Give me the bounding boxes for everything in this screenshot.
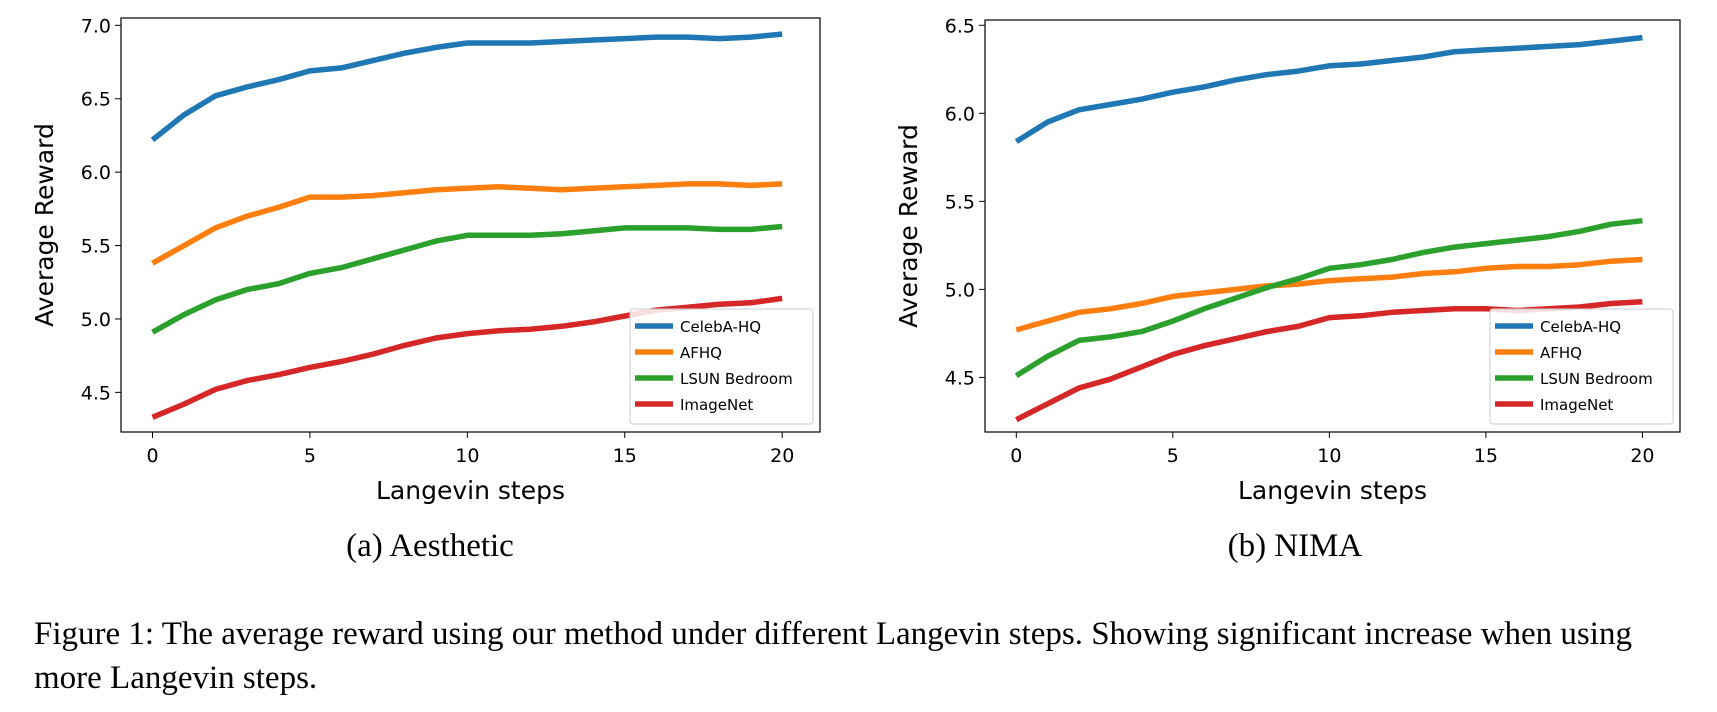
y-tick-label: 5.5 [945, 191, 975, 213]
legend-box [1489, 308, 1674, 425]
series-line-lsun-bedroom [151, 223, 783, 335]
subcaption-a: (a) Aesthetic [346, 528, 514, 564]
x-tick-label: 15 [613, 445, 637, 467]
x-tick-label: 10 [1317, 445, 1341, 467]
subcaption-b: (b) NIMA [1227, 528, 1363, 564]
legend-label: CelebA-HQ [1540, 318, 1621, 336]
y-tick-label: 5.0 [945, 279, 975, 301]
y-tick-label: 5.5 [81, 236, 111, 258]
x-axis-label: Langevin steps [376, 476, 565, 505]
x-tick-label: 15 [1474, 445, 1498, 467]
legend-label: ImageNet [1540, 396, 1613, 414]
y-tick-label: 7.0 [81, 15, 111, 37]
x-tick-label: 20 [770, 445, 794, 467]
axes-frame [984, 19, 1681, 433]
legend-label: AFHQ [1540, 344, 1582, 362]
legend-label: ImageNet [680, 396, 753, 414]
x-tick-label: 10 [455, 445, 479, 467]
y-tick-label: 6.5 [81, 89, 111, 111]
legend-box [629, 308, 814, 425]
legend-label: CelebA-HQ [680, 318, 761, 336]
y-axis-label: Average Reward [894, 124, 923, 328]
series-line-celeba-hq [150, 31, 783, 143]
y-tick-label: 4.5 [81, 382, 111, 404]
y-axis-label: Average Reward [30, 123, 59, 327]
figure-caption: Figure 1: The average reward using our m… [34, 616, 1632, 696]
x-tick-label: 5 [304, 445, 316, 467]
series-line-afhq [151, 181, 783, 266]
y-tick-label: 5.0 [81, 309, 111, 331]
y-tick-label: 4.5 [945, 367, 975, 389]
y-tick-label: 6.0 [945, 103, 975, 125]
series-line-celeba-hq [1014, 34, 1643, 144]
x-tick-label: 0 [1010, 445, 1022, 467]
x-tick-label: 20 [1630, 445, 1654, 467]
series-line-afhq [1015, 256, 1643, 333]
legend-label: LSUN Bedroom [1540, 370, 1653, 388]
chart-aesthetic: 0 5 10 15 20 4.5 5.0 5.5 6.0 6.5 7.0 Langevin steps… [30, 15, 821, 505]
series-line-imagenet [151, 295, 783, 420]
legend-label: LSUN Bedroom [680, 370, 793, 388]
x-tick-label: 0 [146, 445, 158, 467]
axes-frame [120, 17, 821, 433]
chart-nima: 0 5 10 15 20 4.5 5.0 5.5 6.0 6.5 Langevin steps Ave… [894, 15, 1681, 505]
y-tick-label: 6.5 [945, 15, 975, 37]
series-line-lsun-bedroom [1014, 217, 1643, 379]
y-tick-label: 6.0 [81, 162, 111, 184]
legend: CelebA-HQ AFHQ LSUN Bedroom ImageNet [629, 308, 814, 425]
legend-label: AFHQ [680, 344, 722, 362]
legend: CelebA-HQ AFHQ LSUN Bedroom ImageNet [1489, 308, 1674, 425]
x-tick-label: 5 [1167, 445, 1179, 467]
x-axis-label: Langevin steps [1238, 476, 1427, 505]
